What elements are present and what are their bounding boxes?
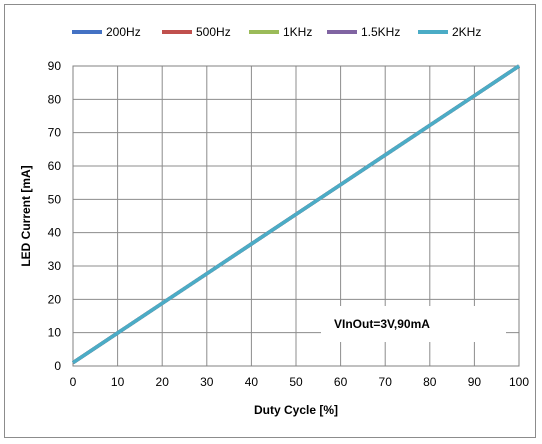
legend-label: 200Hz (106, 25, 141, 39)
legend: 200Hz 500Hz 1KHz 1.5KHz 2KHz (72, 25, 481, 39)
y-tick-label: 0 (54, 359, 61, 373)
y-tick-label: 50 (48, 192, 62, 206)
x-tick-label: 100 (509, 375, 529, 389)
y-tick-label: 10 (48, 326, 62, 340)
y-tick-label: 40 (48, 226, 62, 240)
y-tick-label: 60 (48, 159, 62, 173)
y-axis-title: LED Current [mA] (19, 165, 33, 266)
legend-label: 1.5KHz (361, 25, 400, 39)
x-tick-label: 10 (111, 375, 125, 389)
plot-area (72, 65, 520, 367)
x-axis-title: Duty Cycle [%] (254, 403, 338, 417)
y-tick-label: 30 (48, 259, 62, 273)
annotation-label: VInOut=3V,90mA (334, 317, 430, 331)
annotation-box (321, 306, 506, 342)
y-tick-label: 80 (48, 92, 62, 106)
x-tick-label: 90 (468, 375, 482, 389)
x-tick-label: 30 (200, 375, 214, 389)
series-lines (72, 64, 520, 365)
legend-label: 1KHz (283, 25, 312, 39)
legend-label: 2KHz (452, 25, 481, 39)
x-tick-label: 70 (379, 375, 393, 389)
y-tick-label: 20 (48, 292, 62, 306)
x-tick-label: 60 (334, 375, 348, 389)
y-tick-label: 90 (48, 59, 62, 73)
x-tick-label: 80 (423, 375, 437, 389)
x-tick-label: 20 (156, 375, 170, 389)
tick-labels: 0 10 20 30 40 50 60 70 80 90 100 0 10 20 30 40 50 60 70 80 9… (48, 59, 530, 389)
x-tick-label: 50 (289, 375, 303, 389)
legend-label: 500Hz (196, 25, 231, 39)
x-tick-label: 40 (245, 375, 259, 389)
series-line (72, 64, 520, 365)
y-tick-label: 70 (48, 126, 62, 140)
x-tick-label: 0 (70, 375, 77, 389)
